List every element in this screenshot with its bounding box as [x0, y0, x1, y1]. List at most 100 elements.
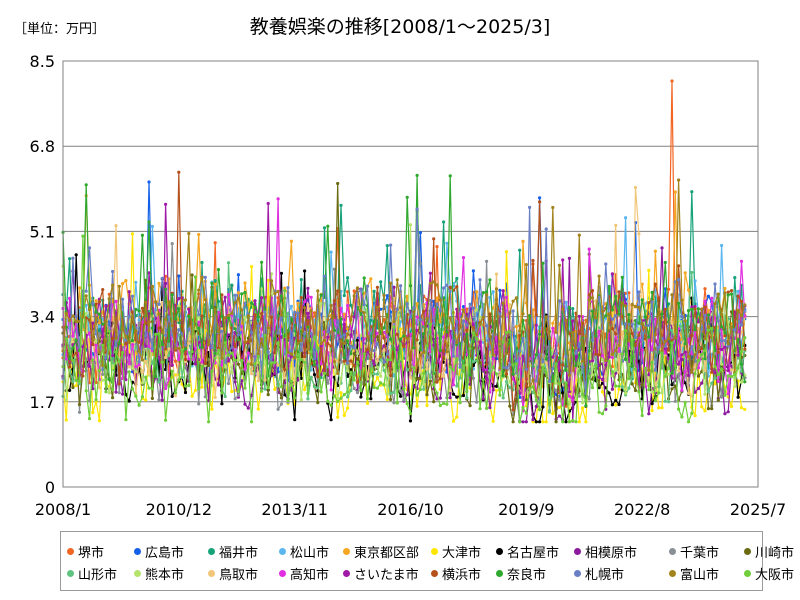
legend-label: 山形市: [78, 568, 118, 583]
series-point: [107, 297, 111, 301]
series-point: [670, 376, 674, 380]
series-point: [104, 304, 108, 308]
series-point: [94, 343, 98, 347]
legend-marker: [279, 548, 286, 555]
legend-label: 堺市: [78, 546, 105, 561]
series-point: [319, 347, 323, 351]
series-point: [696, 386, 701, 391]
series-point: [283, 289, 287, 293]
series-point: [686, 288, 691, 292]
series-point: [491, 388, 495, 392]
legend-label: 札幌市: [585, 568, 625, 583]
series-point: [405, 393, 409, 397]
series-point: [478, 278, 482, 282]
series-point: [690, 190, 694, 194]
series-point: [442, 313, 446, 317]
x-tick-label: 2008/1: [35, 500, 91, 519]
series-point: [299, 278, 303, 282]
series-point: [359, 312, 363, 316]
series-point: [504, 250, 509, 254]
series-point: [422, 350, 426, 355]
series-point: [587, 374, 591, 378]
series-point: [442, 374, 446, 378]
series-point: [633, 185, 638, 190]
series-point: [117, 382, 121, 386]
series-point: [693, 307, 697, 311]
series-point: [468, 302, 472, 306]
series-point: [127, 370, 131, 374]
series-point: [508, 380, 512, 384]
series-point: [164, 287, 168, 291]
series-point: [567, 341, 572, 345]
series-point: [127, 290, 131, 294]
series-point: [190, 394, 194, 398]
series-point: [250, 330, 254, 334]
series-point: [729, 292, 734, 296]
series-point: [312, 363, 317, 367]
series-point: [326, 317, 330, 322]
series-point: [276, 407, 280, 411]
series-point: [627, 377, 631, 381]
series-point: [117, 284, 121, 288]
y-tick-label: 1.7: [30, 393, 55, 412]
series-point: [322, 274, 327, 278]
series-point: [164, 355, 168, 360]
series-point: [554, 420, 558, 424]
series-point: [164, 347, 168, 351]
series-point: [597, 353, 601, 357]
series-point: [84, 389, 88, 393]
series-point: [531, 420, 535, 424]
series-point: [399, 327, 403, 331]
series-point: [392, 390, 396, 394]
series-point: [346, 374, 350, 378]
series-point: [547, 402, 552, 406]
series-point: [220, 402, 224, 406]
series-point: [630, 364, 634, 368]
series-point: [451, 392, 456, 396]
series-point: [597, 386, 601, 390]
series-point: [104, 356, 108, 360]
series-point: [604, 363, 608, 367]
series-point: [369, 367, 373, 371]
series-point: [352, 364, 356, 368]
series-point: [299, 338, 303, 342]
series-point: [670, 79, 674, 83]
series-point: [124, 342, 128, 346]
series-point: [518, 248, 522, 252]
series-point: [346, 390, 350, 394]
series-point: [342, 293, 346, 298]
series-point: [183, 366, 188, 370]
series-point: [68, 365, 72, 369]
series-point: [140, 358, 144, 362]
series-point: [590, 386, 595, 390]
series-point: [365, 401, 370, 405]
series-point: [107, 329, 111, 333]
series-point: [77, 380, 82, 384]
series-point: [170, 242, 174, 246]
series-point: [604, 404, 608, 408]
series-point: [706, 308, 711, 312]
series-point: [147, 386, 151, 390]
series-point: [71, 358, 75, 363]
series-point: [577, 233, 581, 237]
series-point: [617, 402, 621, 407]
series-point: [614, 367, 618, 372]
series-point: [71, 385, 75, 390]
series-point: [147, 328, 151, 333]
legend-label: 名古屋市: [507, 546, 560, 561]
legend-marker: [431, 570, 438, 577]
series-point: [504, 352, 509, 356]
series-point: [91, 301, 95, 305]
series-point: [233, 301, 237, 305]
series-point: [389, 322, 393, 326]
series-point: [561, 420, 565, 424]
series-point: [164, 386, 168, 390]
series-point: [720, 339, 724, 343]
series-point: [680, 314, 684, 318]
series-point: [607, 359, 611, 363]
series-point: [164, 281, 168, 286]
series-point: [260, 337, 264, 341]
series-point: [134, 329, 138, 333]
series-point: [332, 328, 336, 332]
series-point: [362, 302, 366, 307]
